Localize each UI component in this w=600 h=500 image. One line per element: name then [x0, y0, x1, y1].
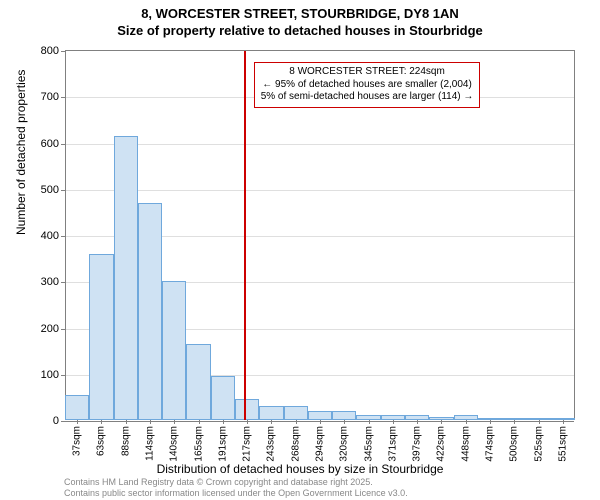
x-tick-label: 474sqm [485, 426, 496, 462]
x-tick-label: 243sqm [266, 426, 277, 462]
x-tick-label: 88sqm [120, 426, 131, 456]
x-tick-label: 63sqm [96, 426, 107, 456]
x-tick-mark [466, 420, 467, 424]
x-tick-mark [174, 420, 175, 424]
footer-line-1: Contains HM Land Registry data © Crown c… [64, 477, 408, 487]
x-tick-mark [393, 420, 394, 424]
chart-title-block: 8, WORCESTER STREET, STOURBRIDGE, DY8 1A… [0, 0, 600, 40]
footer-line-2: Contains public sector information licen… [64, 488, 408, 498]
x-tick-mark [271, 420, 272, 424]
x-tick-label: 422sqm [436, 426, 447, 462]
x-tick-label: 37sqm [72, 426, 83, 456]
histogram-bar [162, 281, 186, 420]
annotation-callout: 8 WORCESTER STREET: 224sqm← 95% of detac… [254, 62, 481, 108]
annotation-line: 8 WORCESTER STREET: 224sqm [261, 66, 474, 79]
x-tick-label: 371sqm [387, 426, 398, 462]
y-tick-label: 200 [41, 323, 59, 335]
x-tick-label: 165sqm [193, 426, 204, 462]
x-tick-label: 320sqm [339, 426, 350, 462]
y-axis-line [65, 51, 66, 420]
x-tick-mark [223, 420, 224, 424]
x-tick-mark [563, 420, 564, 424]
y-tick-label: 500 [41, 184, 59, 196]
reference-marker-line [244, 51, 246, 420]
title-line-1: 8, WORCESTER STREET, STOURBRIDGE, DY8 1A… [0, 6, 600, 23]
histogram-bar [259, 406, 283, 420]
histogram-bar [211, 376, 235, 420]
histogram-bar [65, 395, 89, 420]
x-axis-label: Distribution of detached houses by size … [0, 462, 600, 476]
y-tick-label: 0 [53, 415, 59, 427]
x-tick-mark [150, 420, 151, 424]
x-tick-mark [490, 420, 491, 424]
x-tick-label: 525sqm [533, 426, 544, 462]
x-tick-label: 448sqm [460, 426, 471, 462]
x-tick-label: 268sqm [290, 426, 301, 462]
x-tick-mark [539, 420, 540, 424]
histogram-bar [89, 254, 113, 421]
annotation-line: ← 95% of detached houses are smaller (2,… [261, 79, 474, 92]
histogram-bar [114, 136, 138, 420]
chart-plot-area: 010020030040050060070080037sqm63sqm88sqm… [65, 50, 575, 420]
x-tick-label: 397sqm [412, 426, 423, 462]
histogram-bar [186, 344, 210, 420]
footer-attribution: Contains HM Land Registry data © Crown c… [64, 477, 408, 498]
histogram-bar [332, 411, 356, 420]
x-tick-label: 294sqm [315, 426, 326, 462]
x-tick-label: 140sqm [169, 426, 180, 462]
histogram-bar [235, 399, 259, 420]
title-line-2: Size of property relative to detached ho… [0, 23, 600, 40]
histogram-bar [284, 406, 308, 420]
x-tick-mark [296, 420, 297, 424]
histogram-bar [308, 411, 332, 420]
x-tick-mark [247, 420, 248, 424]
y-tick-label: 300 [41, 276, 59, 288]
x-tick-mark [199, 420, 200, 424]
gridline [65, 144, 574, 145]
y-tick-label: 800 [41, 45, 59, 57]
histogram-bar [138, 203, 162, 420]
gridline [65, 190, 574, 191]
x-tick-mark [514, 420, 515, 424]
x-tick-mark [344, 420, 345, 424]
x-tick-mark [320, 420, 321, 424]
y-axis-label: Number of detached properties [14, 70, 28, 235]
x-tick-mark [101, 420, 102, 424]
x-tick-mark [77, 420, 78, 424]
x-tick-label: 217sqm [242, 426, 253, 462]
x-tick-mark [417, 420, 418, 424]
y-tick-label: 700 [41, 91, 59, 103]
x-tick-label: 345sqm [363, 426, 374, 462]
x-tick-label: 551sqm [557, 426, 568, 462]
x-tick-mark [441, 420, 442, 424]
x-tick-label: 500sqm [509, 426, 520, 462]
x-tick-mark [126, 420, 127, 424]
y-tick-label: 100 [41, 369, 59, 381]
x-tick-label: 114sqm [145, 426, 156, 461]
y-tick-label: 400 [41, 230, 59, 242]
x-tick-mark [369, 420, 370, 424]
annotation-line: 5% of semi-detached houses are larger (1… [261, 91, 474, 104]
y-tick-label: 600 [41, 138, 59, 150]
x-tick-label: 191sqm [217, 426, 228, 462]
